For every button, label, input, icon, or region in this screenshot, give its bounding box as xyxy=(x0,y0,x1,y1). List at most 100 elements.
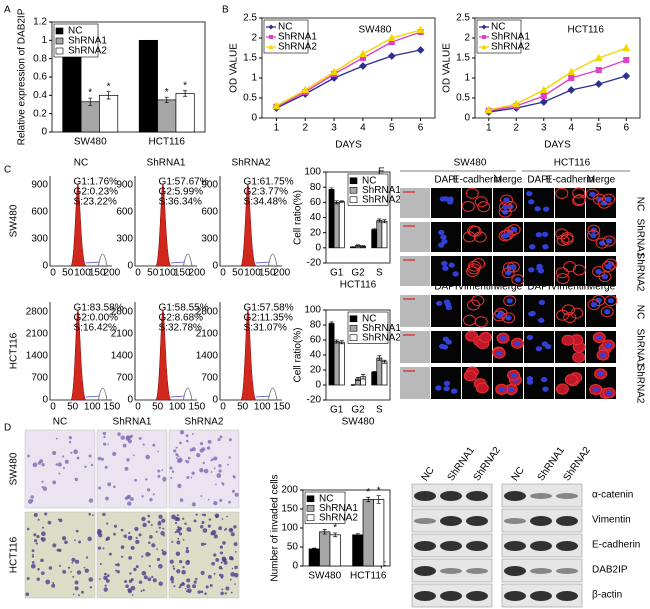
invaded-cell xyxy=(114,563,117,566)
nucleus xyxy=(435,300,443,306)
invaded-cell xyxy=(157,469,161,473)
stain xyxy=(501,267,515,279)
nucleus xyxy=(541,231,549,237)
invaded-cell xyxy=(84,465,87,469)
nucleus xyxy=(441,238,448,245)
blot-band xyxy=(556,541,578,551)
invaded-cell xyxy=(220,567,223,570)
x-tick-label: 2 xyxy=(302,123,308,134)
fluorescence-tile xyxy=(400,188,430,218)
invaded-cell xyxy=(130,497,134,501)
chart-title: SW480 xyxy=(359,25,392,36)
invaded-cell xyxy=(219,435,223,439)
stain xyxy=(570,307,584,319)
invaded-cell xyxy=(142,589,145,592)
fluorescence-tile xyxy=(524,222,554,252)
lane-label: NC xyxy=(420,465,437,483)
y-tick-label: 50 xyxy=(287,542,299,553)
significance-mark: * xyxy=(333,523,337,534)
invaded-cell xyxy=(129,435,133,439)
y-axis-label: Relative expression of DAB2IP xyxy=(17,8,28,145)
error-bar xyxy=(339,200,344,203)
stain xyxy=(602,193,616,205)
image-background xyxy=(24,511,96,599)
invaded-cell xyxy=(221,518,224,520)
significance-mark: * xyxy=(183,80,187,91)
invaded-cell xyxy=(156,548,158,551)
invaded-cell xyxy=(202,461,205,465)
phase-stat: S:16.42% xyxy=(74,323,117,334)
fluorescence-tile xyxy=(555,331,586,363)
histogram-x-tick: 0 xyxy=(135,268,141,279)
stain xyxy=(461,200,475,212)
invaded-cell xyxy=(176,514,179,517)
phase-stat: G2:5.99% xyxy=(159,187,204,198)
legend-swatch xyxy=(306,504,315,512)
invaded-cell xyxy=(88,512,92,516)
nucleus xyxy=(605,342,612,348)
tile-background xyxy=(555,188,585,218)
stain xyxy=(592,266,606,278)
invaded-cell xyxy=(133,567,137,572)
histogram-y-tick: 1400 xyxy=(111,351,134,362)
y-tick-label: 1.2 xyxy=(33,17,47,28)
invaded-cell xyxy=(33,513,38,518)
row-label: SW480 xyxy=(9,204,20,237)
invaded-cell xyxy=(48,566,53,570)
fluorescence-tile xyxy=(431,367,461,399)
y-tick-label: 20 xyxy=(310,227,322,238)
fluorescence-tile xyxy=(493,256,525,286)
invaded-cell xyxy=(161,469,164,471)
g2-peak xyxy=(267,253,278,267)
y-tick-label: 2.5 xyxy=(456,13,470,24)
stain xyxy=(555,383,569,395)
nucleus xyxy=(592,386,599,393)
fluorescence-tile xyxy=(400,256,430,286)
histogram-y-tick: 900 xyxy=(201,180,218,191)
x-tick-label: 4 xyxy=(360,123,366,134)
row-label: ShRNA1 xyxy=(634,329,645,368)
invaded-cell xyxy=(219,498,223,502)
invaded-cell xyxy=(74,477,79,482)
invaded-cell xyxy=(32,553,34,556)
phase-stat: G1:61.75% xyxy=(244,177,294,188)
histogram-axes xyxy=(49,302,112,401)
group-header: HCT116 xyxy=(554,158,591,169)
blot-background xyxy=(501,483,583,508)
blot-band xyxy=(440,491,462,501)
invaded-cell xyxy=(174,521,178,525)
invaded-cell xyxy=(162,527,165,530)
invaded-cell xyxy=(138,436,142,440)
invaded-cell xyxy=(215,483,217,486)
invaded-cell xyxy=(58,472,61,475)
histogram-y-tick: 300 xyxy=(116,234,133,245)
y-axis-label: Cell ratio(%) xyxy=(293,190,304,245)
invaded-cell xyxy=(203,513,206,517)
invaded-cell xyxy=(55,437,58,440)
invaded-cell xyxy=(207,524,211,528)
y-tick-label: 1 xyxy=(251,73,257,84)
legend-label: ShRNA1 xyxy=(319,503,358,514)
histogram-x-tick: 150 xyxy=(274,402,291,413)
blot-band xyxy=(466,568,488,574)
bar xyxy=(371,229,378,249)
chart-title: HCT116 xyxy=(568,25,605,36)
invaded-cell xyxy=(42,486,48,491)
invaded-cell xyxy=(224,527,228,530)
legend-swatch xyxy=(349,186,358,194)
stain xyxy=(500,229,514,241)
histogram-y-tick: 2100 xyxy=(111,328,134,339)
invaded-cell xyxy=(102,431,107,436)
invaded-cell xyxy=(102,547,105,550)
phase-stat: G2:11.35% xyxy=(244,313,293,324)
invaded-cell xyxy=(176,540,181,545)
invaded-cell xyxy=(220,561,223,564)
phase-stat: G1:1.76% xyxy=(74,177,119,188)
row-label: ShRNA1 xyxy=(634,219,645,258)
histogram-x-tick: 100 xyxy=(169,402,186,413)
nucleus xyxy=(438,229,445,236)
invaded-cell xyxy=(107,443,109,445)
significance-mark: * xyxy=(107,81,111,92)
point-marker xyxy=(540,92,547,100)
fluorescence-tile xyxy=(586,367,616,399)
